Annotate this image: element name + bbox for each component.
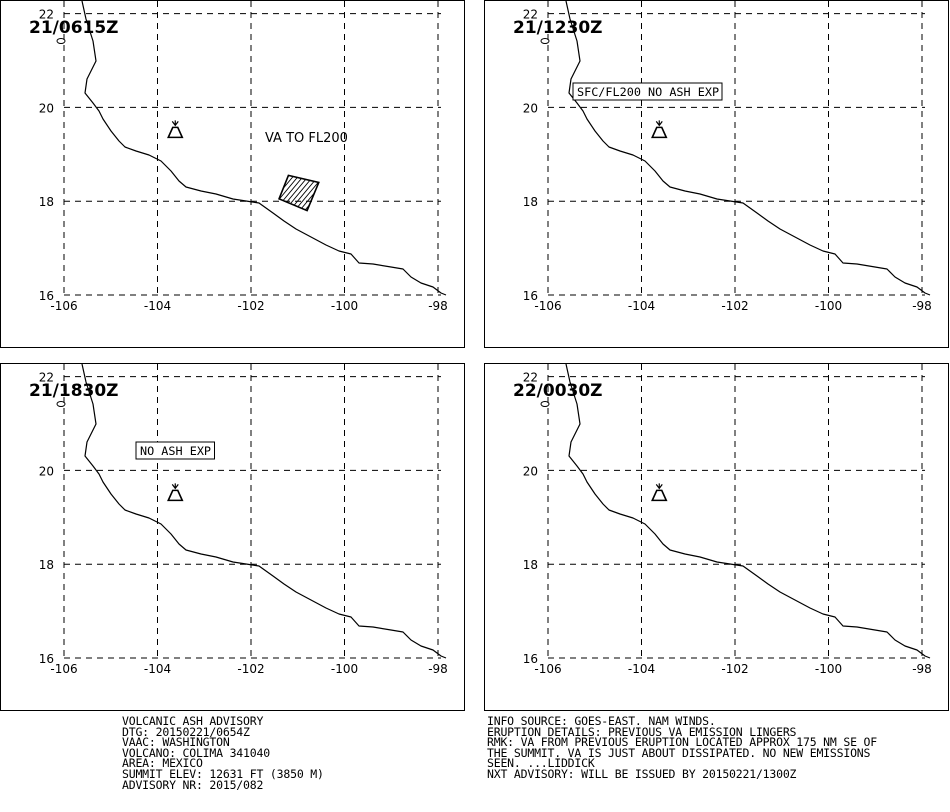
- ash-polygon: [278, 174, 320, 212]
- y-tick-label: 16: [523, 652, 538, 666]
- volcano-icon: [167, 120, 184, 139]
- y-tick-label: 16: [39, 289, 54, 303]
- panel-time-label: 21/0615Z: [29, 18, 119, 38]
- advisory-line: ERUPTION DETAILS: PREVIOUS VA EMISSION L…: [487, 724, 797, 739]
- x-tick-label: -100: [815, 299, 842, 313]
- map-svg: -106 -104 -102 -100 -98 16 18 20 22 VA TO FL200: [39, 1, 448, 313]
- coastline: [565, 1, 931, 296]
- island-outline: [540, 38, 550, 44]
- x-tick-label: -102: [721, 299, 748, 313]
- annotation-box: [572, 82, 723, 101]
- panel-time-label: 21/1230Z: [513, 18, 603, 38]
- y-tick-label: 18: [39, 195, 54, 209]
- volcano-icon: [167, 483, 184, 502]
- advisory-line: DTG: 20150221/0654Z: [122, 724, 250, 739]
- advisory-line: THE SUMMIT. VA IS JUST ABOUT DISSIPATED.…: [487, 745, 871, 760]
- annotation-box: [135, 441, 215, 460]
- ash-hatch: [279, 175, 319, 211]
- x-tick-label: -98: [428, 662, 448, 676]
- x-tick-label: -100: [331, 299, 358, 313]
- x-tick-label: -106: [534, 662, 561, 676]
- island-outline: [56, 401, 66, 407]
- map-panel-1: -106 -104 -102 -100 -98 16 18 20 22 VA TO FL200 2…: [0, 0, 465, 348]
- annotation-text: SFC/FL200 NO ASH EXP: [577, 85, 719, 99]
- coastline: [81, 1, 447, 296]
- map-svg: -106 -104 -102 -100 -98 16 18 20 22: [523, 364, 932, 676]
- advisory-line: VOLCANIC ASH ADVISORY: [122, 714, 264, 728]
- x-tick-label: -106: [534, 299, 561, 313]
- x-tick-label: -106: [50, 662, 77, 676]
- advisory-line: AREA: MEXICO: [122, 756, 203, 771]
- y-tick-label: 22: [523, 8, 538, 22]
- advisory-line: SUMMIT ELEV: 12631 FT (3850 M): [122, 766, 324, 781]
- x-tick-label: -104: [144, 299, 171, 313]
- y-tick-label: 16: [39, 652, 54, 666]
- x-tick-label: -102: [237, 662, 264, 676]
- x-tick-label: -102: [237, 299, 264, 313]
- advisory-line: INFO SOURCE: GOES-EAST. NAM WINDS.: [487, 714, 716, 728]
- map-svg: -106 -104 -102 -100 -98 16 18 20 22 SFC/FL200 NO …: [523, 1, 932, 313]
- x-tick-label: -98: [428, 299, 448, 313]
- y-tick-label: 18: [523, 195, 538, 209]
- y-tick-label: 18: [39, 558, 54, 572]
- y-tick-label: 22: [523, 371, 538, 385]
- y-tick-label: 20: [39, 464, 54, 478]
- map-panel-2: -106 -104 -102 -100 -98 16 18 20 22 SFC/FL200 NO …: [484, 0, 949, 348]
- y-tick-label: 20: [523, 101, 538, 115]
- volcano-icon: [651, 120, 668, 139]
- advisory-line: VOLCANO: COLIMA 341040: [122, 745, 270, 760]
- advisory-info-left: VOLCANIC ASH ADVISORY DTG: 20150221/0654…: [122, 714, 324, 792]
- advisory-line: RMK: VA FROM PREVIOUS ERUPTION LOCATED A…: [487, 735, 877, 750]
- coastline: [81, 364, 447, 659]
- map-svg: -106 -104 -102 -100 -98 16 18 20 22 NO ASH EXP: [39, 364, 448, 676]
- y-tick-label: 16: [523, 289, 538, 303]
- coastline: [565, 364, 931, 659]
- y-tick-label: 20: [39, 101, 54, 115]
- x-tick-label: -102: [721, 662, 748, 676]
- map-panel-3: -106 -104 -102 -100 -98 16 18 20 22 NO ASH EXP 21…: [0, 363, 465, 711]
- x-tick-label: -100: [331, 662, 358, 676]
- panel-time-label: 21/1830Z: [29, 381, 119, 401]
- x-tick-label: -98: [912, 662, 932, 676]
- map-panel-4: -106 -104 -102 -100 -98 16 18 20 22 22/0030Z: [484, 363, 949, 711]
- y-tick-label: 22: [39, 371, 54, 385]
- x-tick-label: -98: [912, 299, 932, 313]
- x-tick-label: -106: [50, 299, 77, 313]
- volcano-icon: [651, 483, 668, 502]
- panel-time-label: 22/0030Z: [513, 381, 603, 401]
- advisory-line: VAAC: WASHINGTON: [122, 735, 230, 750]
- y-tick-label: 18: [523, 558, 538, 572]
- y-tick-label: 20: [523, 464, 538, 478]
- advisory-line: NXT ADVISORY: WILL BE ISSUED BY 20150221…: [487, 766, 797, 781]
- x-tick-label: -104: [628, 299, 655, 313]
- advisory-info-right: INFO SOURCE: GOES-EAST. NAM WINDS. ERUPT…: [487, 714, 877, 781]
- x-tick-label: -104: [628, 662, 655, 676]
- advisory-line: ADVISORY NR: 2015/082: [122, 777, 264, 792]
- x-tick-label: -100: [815, 662, 842, 676]
- island-outline: [56, 38, 66, 44]
- island-outline: [540, 401, 550, 407]
- annotation-text: VA TO FL200: [265, 131, 348, 146]
- annotation-text: NO ASH EXP: [140, 444, 211, 458]
- y-tick-label: 22: [39, 8, 54, 22]
- x-tick-label: -104: [144, 662, 171, 676]
- advisory-line: SEEN. ...LIDDICK: [487, 756, 595, 771]
